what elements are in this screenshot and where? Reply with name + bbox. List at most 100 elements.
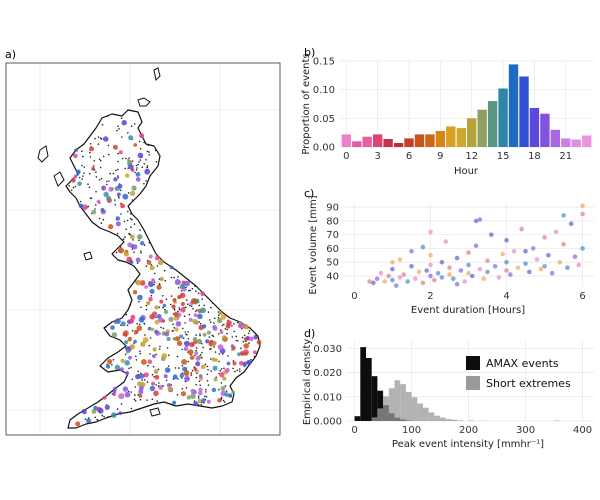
map-site-marker: [120, 321, 126, 327]
map-site-marker: [121, 120, 127, 126]
map-site-marker: [102, 395, 107, 400]
panel-d-intensity-histogram: 0.000 0.010 0.020 0.030 0 100 200 300 400 Empiri…: [302, 339, 594, 450]
map-gauge-dot: [117, 160, 119, 163]
map-gauge-dot: [206, 380, 209, 382]
map-site-marker: [206, 399, 211, 404]
map-gauge-dot: [116, 232, 119, 235]
map-gauge-dot: [209, 321, 212, 324]
panel-c-y-tick-label: 90: [326, 203, 339, 214]
panel-c-point: [500, 251, 506, 257]
panel-c-point: [405, 279, 411, 284]
map-gauge-dot: [96, 418, 98, 421]
map-gauge-dot: [195, 310, 197, 313]
map-site-marker: [181, 359, 188, 365]
map-gauge-dot: [128, 157, 130, 159]
map-site-marker: [117, 192, 121, 197]
map-gauge-dot: [163, 269, 166, 272]
map-gauge-dot: [162, 327, 165, 330]
map-site-marker: [191, 298, 197, 304]
map-gauge-dot: [106, 180, 108, 183]
map-gauge-dot: [146, 165, 149, 167]
panel-d-bar-amax: [377, 390, 384, 421]
map-site-marker: [214, 358, 219, 362]
map-gauge-dot: [213, 346, 215, 348]
map-site-marker: [101, 185, 107, 191]
panel-c-point: [413, 276, 418, 282]
map-gauge-dot: [199, 323, 202, 325]
panel-c-point: [386, 273, 391, 279]
panel-c-x-tick-label: 0: [351, 291, 357, 302]
map-site-marker: [151, 278, 156, 282]
map-gauge-dot: [99, 137, 102, 139]
map-site-marker: [120, 203, 125, 209]
map-gauge-dot: [210, 370, 213, 372]
map-site-marker: [175, 321, 182, 327]
map-gauge-dot: [220, 396, 223, 399]
map-gauge-dot: [68, 185, 70, 187]
map-gauge-dot: [218, 333, 220, 335]
map-gauge-dot: [223, 401, 226, 403]
map-gauge-dot: [116, 129, 118, 132]
map-gauge-dot: [130, 391, 132, 393]
map-site-marker: [127, 159, 133, 166]
panel-b-x-tick-label: 6: [406, 151, 412, 162]
map-gauge-dot: [226, 332, 228, 335]
panel-c-point: [515, 265, 521, 271]
map-gauge-dot: [209, 319, 211, 321]
map-gauge-dot: [89, 143, 92, 145]
map-gauge-dot: [95, 190, 97, 193]
map-gauge-dot: [102, 218, 105, 221]
map-site-marker: [105, 364, 111, 369]
panel-c-point: [580, 203, 585, 209]
map-site-marker: [128, 164, 134, 170]
map-site-marker: [243, 343, 249, 349]
panel-c-point: [553, 229, 559, 235]
map-gauge-dot: [235, 339, 238, 342]
map-gauge-dot: [208, 336, 211, 338]
map-site-marker: [179, 292, 186, 299]
map-site-marker: [122, 386, 129, 392]
map-site-marker: [120, 358, 125, 363]
map-gauge-dot: [84, 418, 87, 421]
map-gauge-dot: [130, 226, 132, 228]
map-gauge-dot: [237, 340, 239, 342]
map-gauge-dot: [111, 364, 113, 366]
map-gauge-dot: [158, 382, 160, 384]
map-gauge-dot: [138, 239, 140, 242]
map-gauge-dot: [177, 310, 179, 313]
panel-d-bar-short: [428, 412, 435, 421]
map-gauge-dot: [149, 353, 151, 355]
map-gauge-dot: [231, 325, 233, 327]
map-site-marker: [189, 355, 195, 360]
map-site-marker: [137, 294, 143, 301]
map-site-marker: [129, 318, 134, 324]
map-site-marker: [134, 329, 139, 334]
map-site-marker: [133, 143, 138, 147]
map-gauge-dot: [225, 390, 228, 392]
map-site-marker: [129, 344, 136, 350]
map-site-marker: [201, 398, 206, 403]
map-gauge-dot: [176, 394, 179, 396]
panel-b-hour-histogram: 0.00 0.05 0.10 0.15 0 3 6 9 12 15 18 21 Proportion …: [301, 53, 594, 177]
map-site-marker: [230, 344, 235, 349]
panel-c-point: [466, 270, 471, 276]
map-gauge-dot: [158, 306, 161, 309]
map-gauge-dot: [199, 384, 201, 387]
panel-d-x-axis-title: Peak event intensity [mmhr⁻¹]: [392, 439, 544, 450]
map-gauge-dot: [94, 137, 96, 140]
map-gauge-dot: [87, 183, 89, 185]
map-site-marker: [130, 314, 136, 320]
map-site-marker: [147, 326, 152, 331]
map-site-marker: [77, 181, 82, 186]
map-site-marker: [196, 338, 202, 344]
map-gauge-dot: [200, 342, 203, 345]
map-gauge-dot: [165, 298, 168, 300]
panel-c-point: [439, 275, 445, 280]
map-site-marker: [91, 166, 95, 171]
map-gauge-dot: [153, 281, 156, 284]
panel-d-x-tick-label: 200: [459, 425, 478, 436]
skye-island: [53, 171, 65, 187]
map-gauge-dot: [126, 324, 129, 327]
map-gauge-dot: [150, 294, 153, 297]
panel-c-point: [542, 235, 547, 240]
